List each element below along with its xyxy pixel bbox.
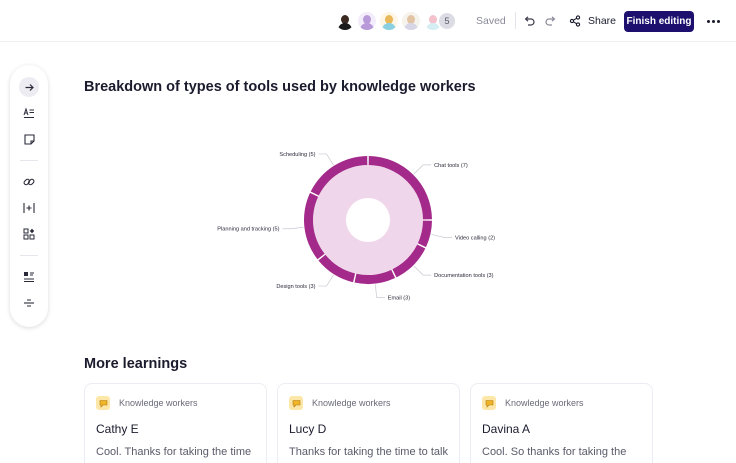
donut-chart[interactable]: Chat tools (7) Video calling (2) Documenta…: [200, 120, 500, 340]
slice-leader-line: [318, 274, 334, 287]
layout-button[interactable]: [19, 267, 39, 287]
card-tag: Knowledge workers: [119, 398, 198, 408]
chat-bubble-icon: [96, 396, 110, 410]
text-format-button[interactable]: [19, 103, 39, 123]
collaborator-avatars: [336, 12, 446, 30]
slice-leader-line: [282, 226, 304, 230]
more-dot-icon: [706, 19, 710, 23]
redo-icon: [545, 16, 556, 26]
card-name: Lucy D: [289, 422, 327, 436]
collaborator-count-badge[interactable]: 5: [439, 13, 455, 29]
card-name: Davina A: [482, 422, 531, 436]
slice-leader-line: [413, 164, 432, 175]
finish-editing-button[interactable]: Finish editing: [624, 11, 694, 32]
left-toolbar: [10, 65, 48, 327]
more-dot-icon: [716, 19, 720, 23]
card-quote: Cool. Thanks for taking the time to talk…: [96, 446, 252, 463]
divider-button[interactable]: [19, 293, 39, 313]
donut-slice[interactable]: [310, 156, 368, 196]
chat-bubble-icon: [482, 396, 496, 410]
collapse-toolbar-button[interactable]: [19, 77, 39, 97]
donut-slice[interactable]: [417, 220, 432, 248]
slice-label: Chat tools (7): [434, 163, 468, 169]
slice-leader-line: [413, 265, 432, 276]
card-tag: Knowledge workers: [505, 398, 584, 408]
share-icon: [569, 15, 581, 27]
save-status: Saved: [476, 15, 506, 27]
donut-slice[interactable]: [354, 269, 396, 284]
avatar[interactable]: [358, 12, 376, 30]
slice-label: Documentation tools (3): [434, 273, 494, 279]
more-options-button[interactable]: [704, 12, 722, 30]
toolbar-divider: [20, 160, 38, 161]
link-button[interactable]: [19, 172, 39, 192]
chat-bubble-icon: [289, 396, 303, 410]
widgets-icon: [23, 228, 35, 240]
sticky-note-icon: [23, 133, 35, 145]
card-quote: Thanks for taking the time to talk with …: [289, 446, 448, 463]
top-bar: 5 Saved Share Finish editing: [0, 0, 736, 42]
donut-slice[interactable]: [318, 254, 356, 283]
slice-leader-line: [318, 153, 334, 166]
donut-slice[interactable]: [368, 156, 432, 220]
slice-label: Scheduling (5): [279, 152, 315, 158]
text-format-icon: [23, 107, 34, 118]
insert-column-icon: [23, 203, 35, 213]
avatar[interactable]: [380, 12, 398, 30]
undo-button[interactable]: [520, 12, 538, 30]
card-quote: Cool. So thanks for taking the time to t…: [482, 446, 627, 463]
redo-button[interactable]: [542, 12, 560, 30]
avatar[interactable]: [424, 12, 442, 30]
slice-label: Design tools (3): [276, 284, 315, 290]
toolbar-divider: [20, 255, 38, 256]
divider: [515, 12, 516, 29]
chart-svg: Chat tools (7) Video calling (2) Documenta…: [217, 152, 495, 302]
section-title: More learnings: [84, 356, 188, 372]
divider-icon: [24, 299, 34, 307]
sticky-note-button[interactable]: [19, 129, 39, 149]
learning-card[interactable]: Knowledge workers Cathy E Cool. Thanks f…: [84, 383, 267, 463]
share-label[interactable]: Share: [588, 15, 617, 27]
donut-slice[interactable]: [304, 192, 325, 260]
learning-card[interactable]: Knowledge workers Davina A Cool. So than…: [470, 383, 653, 463]
avatar[interactable]: [402, 12, 420, 30]
slice-label: Planning and tracking (5): [217, 227, 279, 233]
donut-inner-ring: [313, 165, 423, 275]
share-button[interactable]: [566, 12, 584, 30]
card-name: Cathy E: [96, 422, 139, 436]
layout-icon: [24, 272, 34, 282]
slice-leader-line: [374, 284, 385, 298]
learning-card[interactable]: Knowledge workers Lucy D Thanks for taki…: [277, 383, 460, 463]
chart-title: Breakdown of types of tools used by know…: [84, 79, 476, 95]
arrow-right-icon: [25, 83, 34, 91]
more-dot-icon: [711, 19, 715, 23]
undo-icon: [524, 16, 535, 26]
avatar[interactable]: [336, 12, 354, 30]
slice-label: Email (3): [388, 296, 411, 302]
slice-leader-line: [431, 234, 453, 238]
donut-slice[interactable]: [392, 244, 426, 278]
insert-column-button[interactable]: [19, 198, 39, 218]
widgets-button[interactable]: [19, 224, 39, 244]
slice-label: Video calling (2): [455, 235, 495, 241]
link-icon: [23, 178, 35, 186]
card-tag: Knowledge workers: [312, 398, 391, 408]
